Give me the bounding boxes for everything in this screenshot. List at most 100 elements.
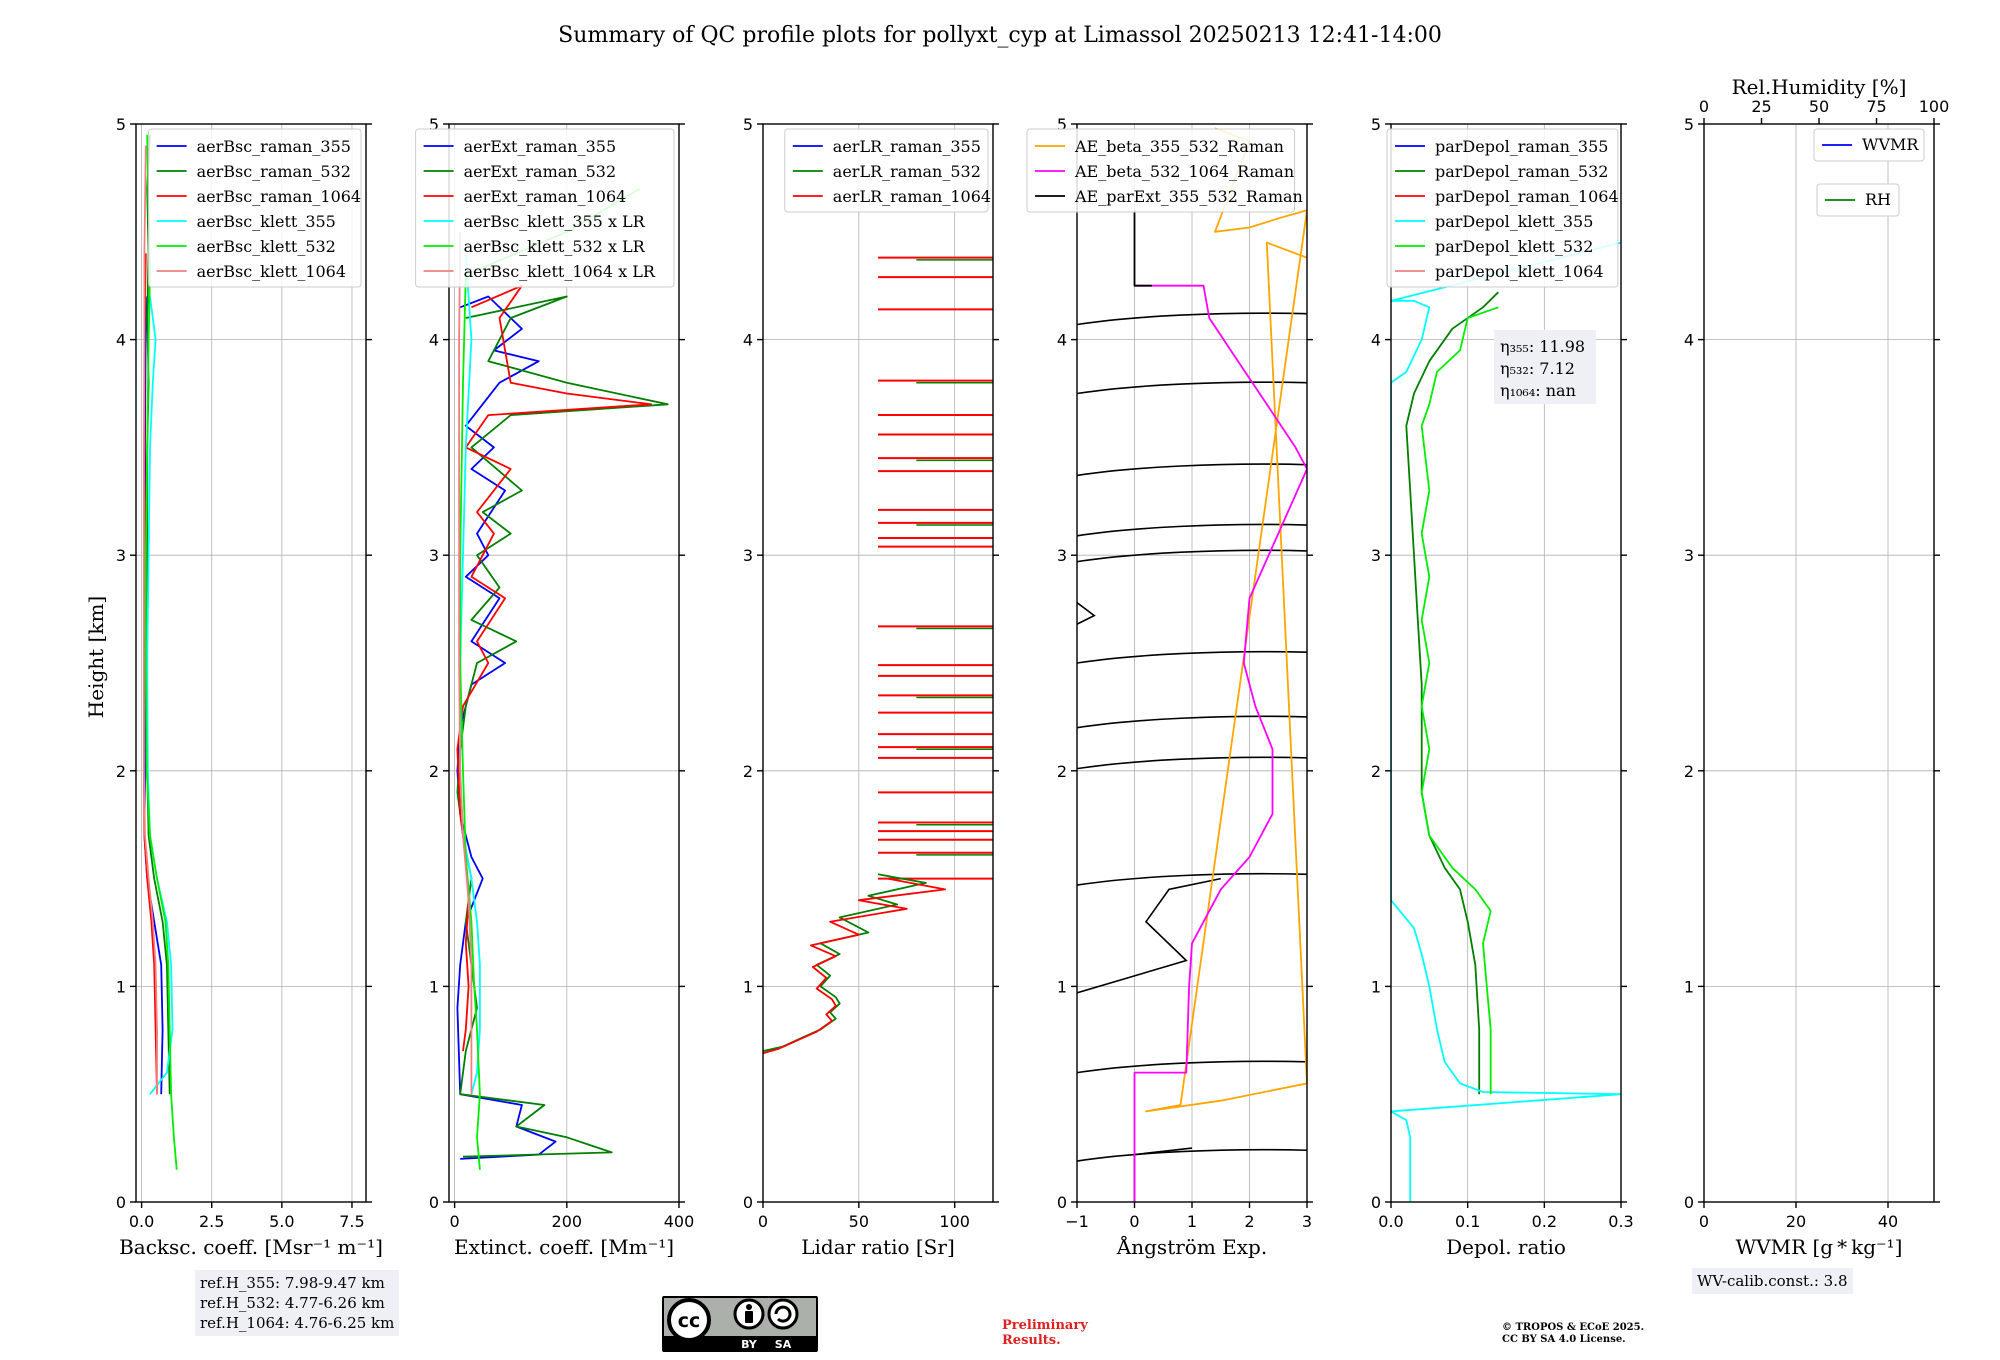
x-tick-label: 0.3 xyxy=(1608,1212,1633,1231)
y-tick-label: 4 xyxy=(743,331,753,350)
y-tick-label: 1 xyxy=(1684,977,1694,996)
y-tick-label: 2 xyxy=(429,762,439,781)
x-tick-label: −1 xyxy=(1065,1212,1089,1231)
figure-title: Summary of QC profile plots for pollyxt_… xyxy=(558,23,1442,48)
y-tick-label: 3 xyxy=(1371,546,1381,565)
series-line-parDepol_klett_532 xyxy=(1420,306,1499,1095)
preliminary-note: Preliminary Results. xyxy=(1002,1318,1088,1348)
x-axis-label: Depol. ratio xyxy=(1446,1235,1566,1259)
panel-ext: 0 200 400 0 1 2 3 4 5 Extinct. coeff. [Mm⁻¹] aerEx… xyxy=(415,115,694,1259)
legend-box: RH xyxy=(1816,183,1900,217)
x-tick-label: 0 xyxy=(1129,1212,1139,1231)
legend-label: WVMR xyxy=(1862,135,1919,154)
x-tick-label: 3 xyxy=(1302,1212,1312,1231)
legend-label: aerLR_raman_1064 xyxy=(833,187,991,206)
axes-frame xyxy=(1390,123,1622,1203)
ae-parext-segment xyxy=(1077,650,1307,664)
axes-frame xyxy=(762,123,994,1203)
legend-label: parDepol_klett_1064 xyxy=(1435,262,1604,281)
x-tick-label: 7.5 xyxy=(339,1212,364,1231)
x-tick-label: 40 xyxy=(1878,1212,1898,1231)
cc-icon xyxy=(667,1298,711,1342)
cc-sa-label: SA xyxy=(775,1338,792,1351)
x-tick-label: 20 xyxy=(1786,1212,1806,1231)
y-tick-label: 0 xyxy=(1684,1193,1694,1212)
refh-532: ref.H_532: 4.77-6.26 km xyxy=(200,1294,385,1312)
y-tick-label: 0 xyxy=(1057,1193,1067,1212)
ae-parext-segment xyxy=(1077,715,1307,729)
y-tick-label: 4 xyxy=(1057,331,1067,350)
legend-label: aerExt_raman_355 xyxy=(464,137,617,156)
x-axis-label: Backsc. coeff. [Msr⁻¹ m⁻¹] xyxy=(119,1235,383,1259)
top-x-tick-label: 75 xyxy=(1866,97,1886,116)
copyright-line-2: CC BY SA 4.0 License. xyxy=(1502,1334,1626,1345)
legend-label: AE_beta_355_532_Raman xyxy=(1074,137,1284,156)
x-axis-label: Extinct. coeff. [Mm⁻¹] xyxy=(454,1235,674,1259)
sa-share-icon xyxy=(767,1298,799,1330)
eta-value: η₃₅₅: 11.98 xyxy=(1500,337,1585,356)
y-tick-label: 2 xyxy=(1684,762,1694,781)
y-tick-label: 1 xyxy=(743,977,753,996)
y-tick-label: 3 xyxy=(1684,546,1694,565)
panel-bsc: 0.0 2.5 5.0 7.5 0 1 2 3 4 5 Backsc. coeff. [Msr⁻¹ … xyxy=(116,115,383,1259)
x-tick-label: 2 xyxy=(1244,1212,1254,1231)
data-lines xyxy=(1077,127,1307,1202)
ae-parext-segment xyxy=(1077,549,1307,563)
y-tick-label: 2 xyxy=(743,762,753,781)
ae-parext-segment xyxy=(1077,756,1307,770)
ae-parext-segment xyxy=(1077,1148,1307,1162)
x-tick-label: 2.5 xyxy=(199,1212,224,1231)
eta-value: η₅₃₂: 7.12 xyxy=(1500,359,1575,378)
x-axis-label: Ångström Exp. xyxy=(1116,1234,1267,1259)
series-line-aerLR_raman_532 xyxy=(763,873,927,1052)
x-axis-label: Lidar ratio [Sr] xyxy=(801,1235,955,1259)
legend-box: AE_beta_355_532_Raman AE_beta_532_1064_Ra… xyxy=(1026,128,1303,213)
legend-box: aerLR_raman_355 aerLR_raman_532 aerLR_rama… xyxy=(784,128,991,213)
y-tick-label: 0 xyxy=(429,1193,439,1212)
y-tick-label: 2 xyxy=(116,762,126,781)
data-lines xyxy=(1391,241,1621,1202)
ae-parext-segment xyxy=(1077,312,1307,326)
legend-label: aerBsc_raman_355 xyxy=(197,137,351,156)
legend-label: aerExt_raman_1064 xyxy=(464,187,627,206)
legend-box: aerExt_raman_355 aerExt_raman_532 aerExt_r… xyxy=(415,128,675,288)
legend-label: parDepol_klett_355 xyxy=(1435,212,1593,231)
y-tick-label: 5 xyxy=(1684,115,1694,134)
y-tick-label: 5 xyxy=(116,115,126,134)
x-tick-label: 50 xyxy=(849,1212,869,1231)
y-tick-label: 0 xyxy=(743,1193,753,1212)
series-line-parDepol_raman_532 xyxy=(1405,291,1499,1095)
top-x-tick-label: 0 xyxy=(1699,97,1709,116)
preliminary-line-2: Results. xyxy=(1002,1333,1061,1348)
x-tick-label: 200 xyxy=(552,1212,583,1231)
y-tick-label: 0 xyxy=(1371,1193,1381,1212)
legend-label: parDepol_raman_355 xyxy=(1435,137,1608,156)
ae-parext-segment xyxy=(1077,381,1307,395)
eta-annotation: η₃₅₅: 11.98 η₅₃₂: 7.12 η₁₀₆₄: nan xyxy=(1494,330,1596,404)
x-axis-label: WVMR [g * kg⁻¹] xyxy=(1736,1235,1903,1259)
series-line-AE_beta_355_532_Raman xyxy=(1145,127,1307,1113)
svg-text:cc: cc xyxy=(678,1310,701,1332)
cc-license-badge: cc BY SA xyxy=(662,1296,818,1352)
legend-label: parDepol_klett_532 xyxy=(1435,237,1593,256)
legend-label: AE_beta_532_1064_Raman xyxy=(1074,162,1294,181)
ae-parext-segment xyxy=(1077,601,1096,625)
x-tick-label: 0 xyxy=(1699,1212,1709,1231)
legend-label: aerLR_raman_532 xyxy=(833,162,981,181)
y-tick-label: 3 xyxy=(429,546,439,565)
series-line-aerBsc_klett_532 xyxy=(144,134,178,1170)
y-tick-label: 4 xyxy=(429,331,439,350)
x-tick-label: 1 xyxy=(1187,1212,1197,1231)
y-tick-label: 5 xyxy=(743,115,753,134)
preliminary-line-1: Preliminary xyxy=(1002,1318,1088,1333)
legend-label: aerBsc_klett_1064 xyxy=(197,262,346,281)
axes-frame xyxy=(448,123,680,1203)
y-tick-label: 1 xyxy=(1057,977,1067,996)
legend-label: RH xyxy=(1865,190,1891,209)
wv-calib-text: WV-calib.const.: 3.8 xyxy=(1697,1272,1848,1290)
series-line-aerExt_raman_532 xyxy=(456,295,669,1158)
ae-parext-segment xyxy=(1077,1060,1307,1074)
cc-by-label: BY xyxy=(741,1338,758,1351)
